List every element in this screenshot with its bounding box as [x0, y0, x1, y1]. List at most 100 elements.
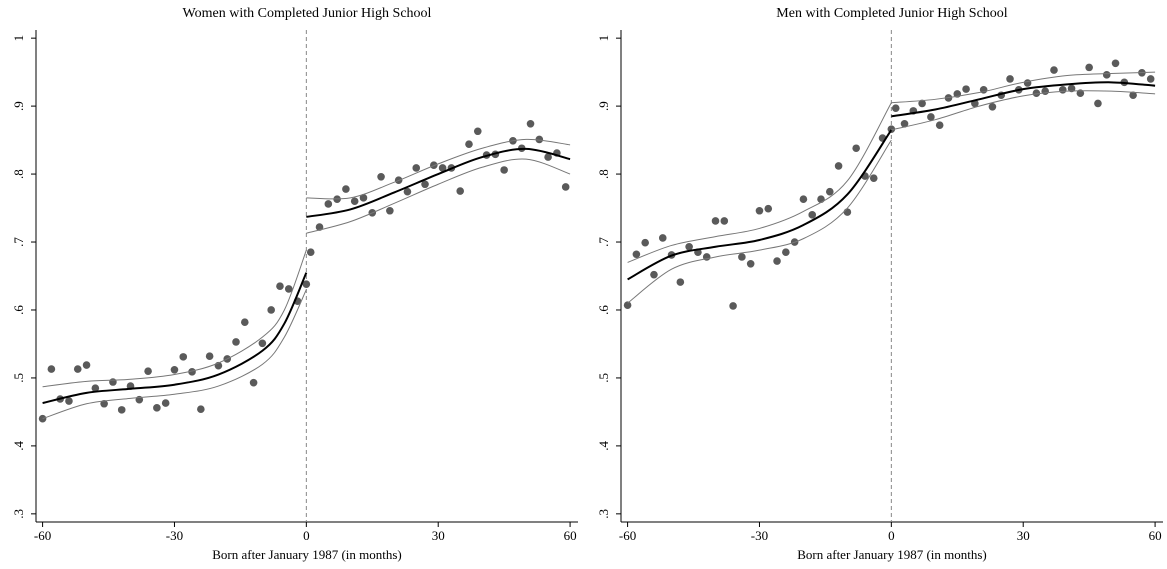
data-point	[38, 414, 47, 423]
data-point	[825, 187, 834, 196]
y-tick-label: .3	[596, 509, 611, 519]
data-point	[342, 185, 350, 193]
data-point	[315, 223, 324, 231]
x-axis-label: Born after January 1987 (in months)	[212, 547, 402, 562]
ci-line	[42, 250, 307, 388]
ci-line	[42, 289, 307, 420]
data-point	[188, 368, 196, 376]
x-tick-label: -30	[166, 528, 183, 543]
data-point	[1111, 59, 1120, 68]
data-point	[544, 153, 552, 161]
data-point	[927, 113, 935, 121]
data-point	[1006, 75, 1014, 83]
y-tick-label: .4	[11, 441, 26, 451]
data-point	[641, 238, 649, 247]
y-tick-label: .7	[11, 237, 26, 247]
x-tick-label: 0	[303, 528, 310, 543]
data-point	[561, 183, 570, 191]
data-point	[100, 399, 108, 408]
x-tick-label: 60	[564, 528, 577, 543]
data-point	[421, 180, 429, 189]
data-point	[623, 301, 632, 310]
data-point	[306, 248, 315, 257]
data-point	[1129, 91, 1137, 100]
data-point	[240, 318, 249, 327]
data-point	[1067, 84, 1076, 93]
x-tick-label: 0	[888, 528, 895, 543]
data-point	[962, 85, 970, 93]
data-point	[47, 365, 56, 373]
data-point	[738, 253, 746, 261]
data-point	[377, 172, 385, 181]
data-point	[1102, 71, 1111, 79]
ci-line	[306, 158, 571, 234]
data-point	[764, 204, 773, 213]
data-point	[935, 121, 944, 129]
data-point	[284, 285, 293, 293]
x-tick-label: -30	[751, 528, 768, 543]
data-point	[900, 119, 909, 128]
y-tick-label: 1	[11, 35, 26, 42]
data-point	[1041, 87, 1049, 95]
data-point	[350, 197, 359, 206]
data-point	[412, 164, 421, 172]
data-point	[359, 194, 368, 202]
data-point	[711, 217, 720, 225]
data-point	[1032, 89, 1041, 97]
data-point	[746, 259, 755, 268]
x-axis-label: Born after January 1987 (in months)	[797, 547, 987, 562]
data-point	[465, 140, 473, 148]
y-tick-label: 1	[596, 35, 611, 42]
data-point	[1023, 79, 1032, 87]
panel: Women with Completed Junior High School.…	[11, 6, 578, 562]
data-point	[456, 187, 464, 195]
data-point	[473, 127, 482, 136]
data-point	[808, 211, 817, 219]
y-tick-label: .6	[596, 305, 611, 315]
fit-line	[627, 129, 893, 281]
x-tick-label: 60	[1149, 528, 1162, 543]
data-point	[720, 217, 729, 225]
data-point	[782, 248, 790, 257]
data-point	[91, 384, 100, 392]
data-point	[918, 99, 926, 108]
chart-title: Men with Completed Junior High School	[776, 6, 1007, 21]
ci-line	[891, 71, 1156, 104]
data-point	[1058, 86, 1067, 94]
data-point	[302, 280, 311, 288]
y-tick-label: .8	[596, 169, 611, 179]
data-point	[1094, 99, 1102, 108]
ci-line	[306, 138, 571, 200]
x-tick-label: 30	[1017, 528, 1030, 543]
y-tick-label: .4	[596, 441, 611, 451]
y-tick-label: .9	[596, 101, 611, 111]
data-point	[82, 361, 91, 369]
data-point	[267, 306, 275, 314]
data-point	[685, 242, 693, 251]
data-point	[1050, 66, 1058, 74]
data-point	[276, 282, 284, 290]
data-point	[1085, 63, 1093, 72]
data-point	[438, 164, 447, 172]
data-point	[852, 144, 860, 153]
y-tick-label: .8	[11, 169, 26, 179]
y-tick-label: .3	[11, 509, 26, 519]
chart-title: Women with Completed Junior High School	[183, 6, 432, 21]
panel: Men with Completed Junior High School .3.…	[596, 6, 1163, 562]
data-point	[869, 174, 878, 182]
data-point	[170, 365, 179, 374]
data-point	[109, 378, 117, 386]
x-tick-label: -60	[34, 528, 51, 543]
data-point	[535, 135, 544, 144]
y-tick-label: .5	[596, 373, 611, 383]
data-point	[161, 399, 170, 407]
y-tick-label: .5	[11, 373, 26, 383]
data-point	[205, 352, 214, 360]
data-point	[73, 365, 82, 373]
y-tick-label: .9	[11, 101, 26, 111]
data-point	[249, 378, 258, 387]
data-point	[117, 406, 126, 414]
data-point	[834, 162, 843, 170]
